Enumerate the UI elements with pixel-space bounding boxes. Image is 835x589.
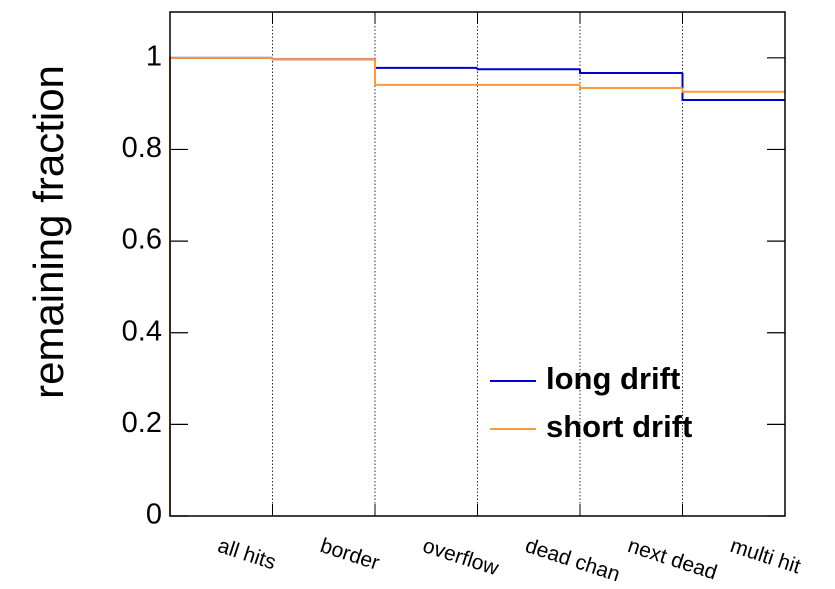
step-segment: [271, 57, 375, 61]
y-tick-label: 1: [146, 40, 162, 72]
step-segment: [579, 69, 683, 74]
step-segment: [681, 72, 785, 101]
step-segment: [476, 67, 580, 71]
y-tick-label: 0.4: [122, 315, 162, 347]
x-tick-label: border: [317, 534, 382, 575]
x-tick-label: overflow: [420, 534, 502, 580]
x-tick-label: all hits: [215, 534, 279, 574]
step-segment: [579, 84, 683, 90]
y-axis-title: remaining fraction: [25, 65, 72, 399]
x-tick-label: dead chan: [522, 534, 622, 586]
legend-label: long drift: [546, 361, 680, 396]
plot-frame: [169, 11, 786, 517]
step-segment: [374, 59, 478, 69]
x-tick-label: multi hit: [727, 534, 803, 578]
x-tick-label: next dead: [625, 534, 720, 584]
step-segment: [169, 56, 273, 516]
step-segment: [169, 56, 273, 516]
y-tick-label: 0.8: [122, 132, 162, 164]
y-tick-label: 0.2: [122, 407, 162, 439]
step-segment: [681, 88, 785, 93]
y-tick-label: 0: [146, 499, 162, 531]
legend-label: short drift: [546, 409, 692, 444]
y-tick-label: 0.6: [122, 224, 162, 256]
step-segment: [374, 59, 478, 86]
